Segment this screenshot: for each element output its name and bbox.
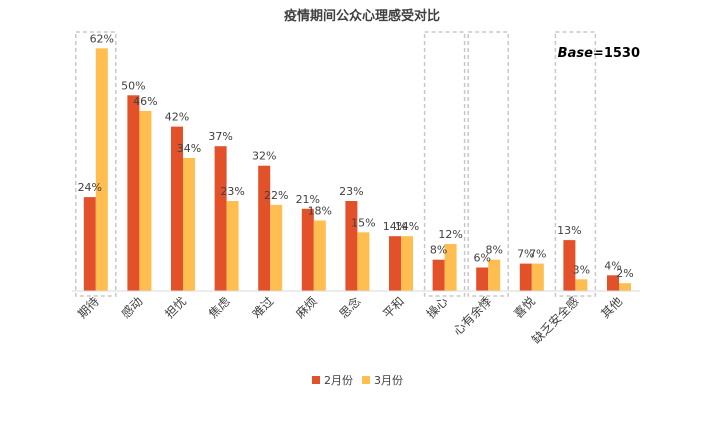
chart-title: 疫情期间公众心理感受对比 bbox=[284, 8, 440, 24]
data-label: 15% bbox=[351, 216, 375, 229]
data-label: 8% bbox=[430, 244, 447, 257]
data-label: 4% bbox=[604, 259, 621, 272]
bar-mar bbox=[270, 204, 283, 291]
category-label: 担忧 bbox=[162, 294, 189, 321]
data-label: 37% bbox=[208, 130, 232, 143]
data-label: 7% bbox=[529, 248, 546, 261]
category-label: 麻烦 bbox=[292, 294, 320, 322]
bar-feb bbox=[563, 240, 576, 291]
bar-feb bbox=[519, 263, 532, 291]
category-label: 感动 bbox=[118, 294, 146, 322]
data-label: 21% bbox=[296, 193, 320, 206]
category-label: 焦虑 bbox=[206, 294, 233, 321]
bar-mar bbox=[313, 220, 326, 291]
data-label: 6% bbox=[473, 252, 490, 265]
legend-label: 3月份 bbox=[374, 374, 403, 387]
data-label: 23% bbox=[339, 185, 363, 198]
category-label: 缺乏安全感 bbox=[528, 294, 581, 347]
data-label: 24% bbox=[78, 181, 102, 194]
data-label: 22% bbox=[264, 189, 288, 202]
bar-feb bbox=[301, 208, 314, 291]
legend-swatch bbox=[362, 376, 370, 384]
bar-mar bbox=[95, 48, 108, 291]
base-label: Base bbox=[558, 46, 593, 61]
category-label: 操心 bbox=[423, 294, 451, 322]
category-label: 其他 bbox=[598, 294, 625, 321]
data-label-layer: 24% 62% 50% 46% 42% 34% 37% 23% 32% 22% 21%18% 23% 1… bbox=[78, 32, 634, 280]
data-label: 8% bbox=[485, 244, 502, 257]
highlight-box bbox=[75, 31, 117, 297]
bar-mar bbox=[575, 279, 588, 291]
category-label: 喜悦 bbox=[511, 294, 538, 321]
data-label: 50% bbox=[121, 79, 145, 92]
legend: 2月份 3月份 bbox=[312, 374, 403, 387]
bar-feb bbox=[432, 259, 445, 291]
legend-swatch bbox=[312, 376, 320, 384]
data-label: 18% bbox=[308, 205, 332, 218]
highlight-boxes bbox=[75, 31, 597, 297]
bar-feb bbox=[171, 126, 183, 291]
bar-feb bbox=[476, 267, 489, 291]
category-label: 难过 bbox=[249, 294, 276, 321]
data-label: 42% bbox=[165, 111, 189, 124]
bar-mar bbox=[488, 259, 501, 291]
bar-feb bbox=[127, 95, 140, 291]
bar-feb bbox=[345, 201, 358, 291]
base-value: =1530 bbox=[593, 46, 640, 61]
category-label: 平和 bbox=[380, 294, 407, 321]
highlight-box bbox=[467, 31, 509, 297]
data-label: 14% bbox=[395, 220, 419, 233]
bar-layer bbox=[83, 48, 631, 292]
bar-feb bbox=[83, 197, 96, 291]
base-annotation: Base=1530 bbox=[558, 46, 640, 61]
bar-feb bbox=[258, 165, 271, 291]
data-label: 13% bbox=[557, 224, 581, 237]
data-label: 14% bbox=[383, 220, 407, 233]
data-label: 12% bbox=[438, 228, 462, 241]
bar-mar bbox=[226, 201, 239, 291]
bar-mar bbox=[444, 244, 457, 291]
category-label: 期待 bbox=[75, 294, 102, 321]
category-label: 思念 bbox=[336, 294, 364, 322]
bar-mar bbox=[619, 283, 631, 291]
category-label: 心有余悸 bbox=[450, 294, 495, 339]
data-label: 2% bbox=[616, 267, 633, 280]
bar-feb bbox=[389, 236, 401, 291]
bar-feb bbox=[607, 275, 619, 291]
data-label: 34% bbox=[177, 142, 201, 155]
highlight-box bbox=[423, 31, 466, 297]
bar-mar bbox=[139, 110, 152, 292]
bar-feb bbox=[214, 146, 227, 291]
data-label: 3% bbox=[573, 263, 590, 276]
bar-mar bbox=[401, 236, 413, 291]
bar-mar bbox=[183, 157, 195, 291]
legend-label: 2月份 bbox=[324, 374, 353, 387]
data-label: 7% bbox=[517, 248, 534, 261]
bar-mar bbox=[531, 263, 544, 291]
bar-mar bbox=[357, 232, 370, 291]
data-label: 46% bbox=[133, 95, 157, 108]
data-label: 23% bbox=[220, 185, 244, 198]
highlight-box bbox=[554, 31, 597, 297]
data-label: 32% bbox=[252, 150, 276, 163]
data-label: 62% bbox=[90, 32, 114, 45]
